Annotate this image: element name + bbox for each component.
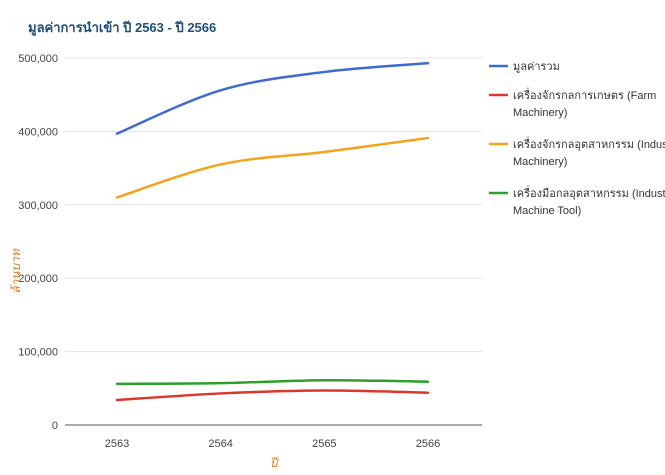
legend-label: เครื่องจักรกลอุตสาหกรรม (Industrial — [513, 136, 665, 151]
legend-label: เครื่องจักรกลการเกษตร (Farm — [513, 87, 656, 102]
x-tick-label: 2566 — [416, 438, 440, 450]
series-lines — [115, 61, 430, 402]
series-line-1 — [115, 389, 430, 402]
y-tick-label: 100,000 — [18, 347, 58, 359]
series-line-3 — [115, 378, 430, 386]
chart-title: มูลค่าการนำเข้า ปี 2563 - ปี 2566 — [28, 20, 216, 36]
legend-label: Machinery) — [513, 156, 567, 168]
legend-label: มูลค่ารวม — [513, 61, 560, 73]
series-line-2 — [115, 136, 430, 199]
legend-label: Machine Tool) — [513, 205, 581, 217]
gridlines — [65, 57, 482, 426]
series-line-0 — [115, 61, 430, 135]
x-axis-title: ปี — [270, 456, 280, 470]
x-tick-label: 2564 — [208, 438, 232, 450]
x-tick-label: 2565 — [312, 438, 336, 450]
y-tick-label: 0 — [52, 420, 58, 432]
x-tick-label: 2563 — [105, 438, 129, 450]
y-tick-label: 200,000 — [18, 273, 58, 285]
legend-label: เครื่องมือกลอุตสาหกรรม (Industrial — [513, 185, 665, 200]
y-tick-label: 300,000 — [18, 200, 58, 212]
y-tick-label: 400,000 — [18, 126, 58, 138]
y-tick-label: 500,000 — [18, 53, 58, 65]
x-axis-ticks: 2563 2564 2565 2566 — [105, 438, 440, 450]
legend-label: Machinery) — [513, 107, 567, 119]
y-axis-ticks: 0 100,000 200,000 300,000 400,000 500,000 — [18, 53, 58, 432]
y-axis-title: ล้านบาท — [9, 248, 23, 294]
